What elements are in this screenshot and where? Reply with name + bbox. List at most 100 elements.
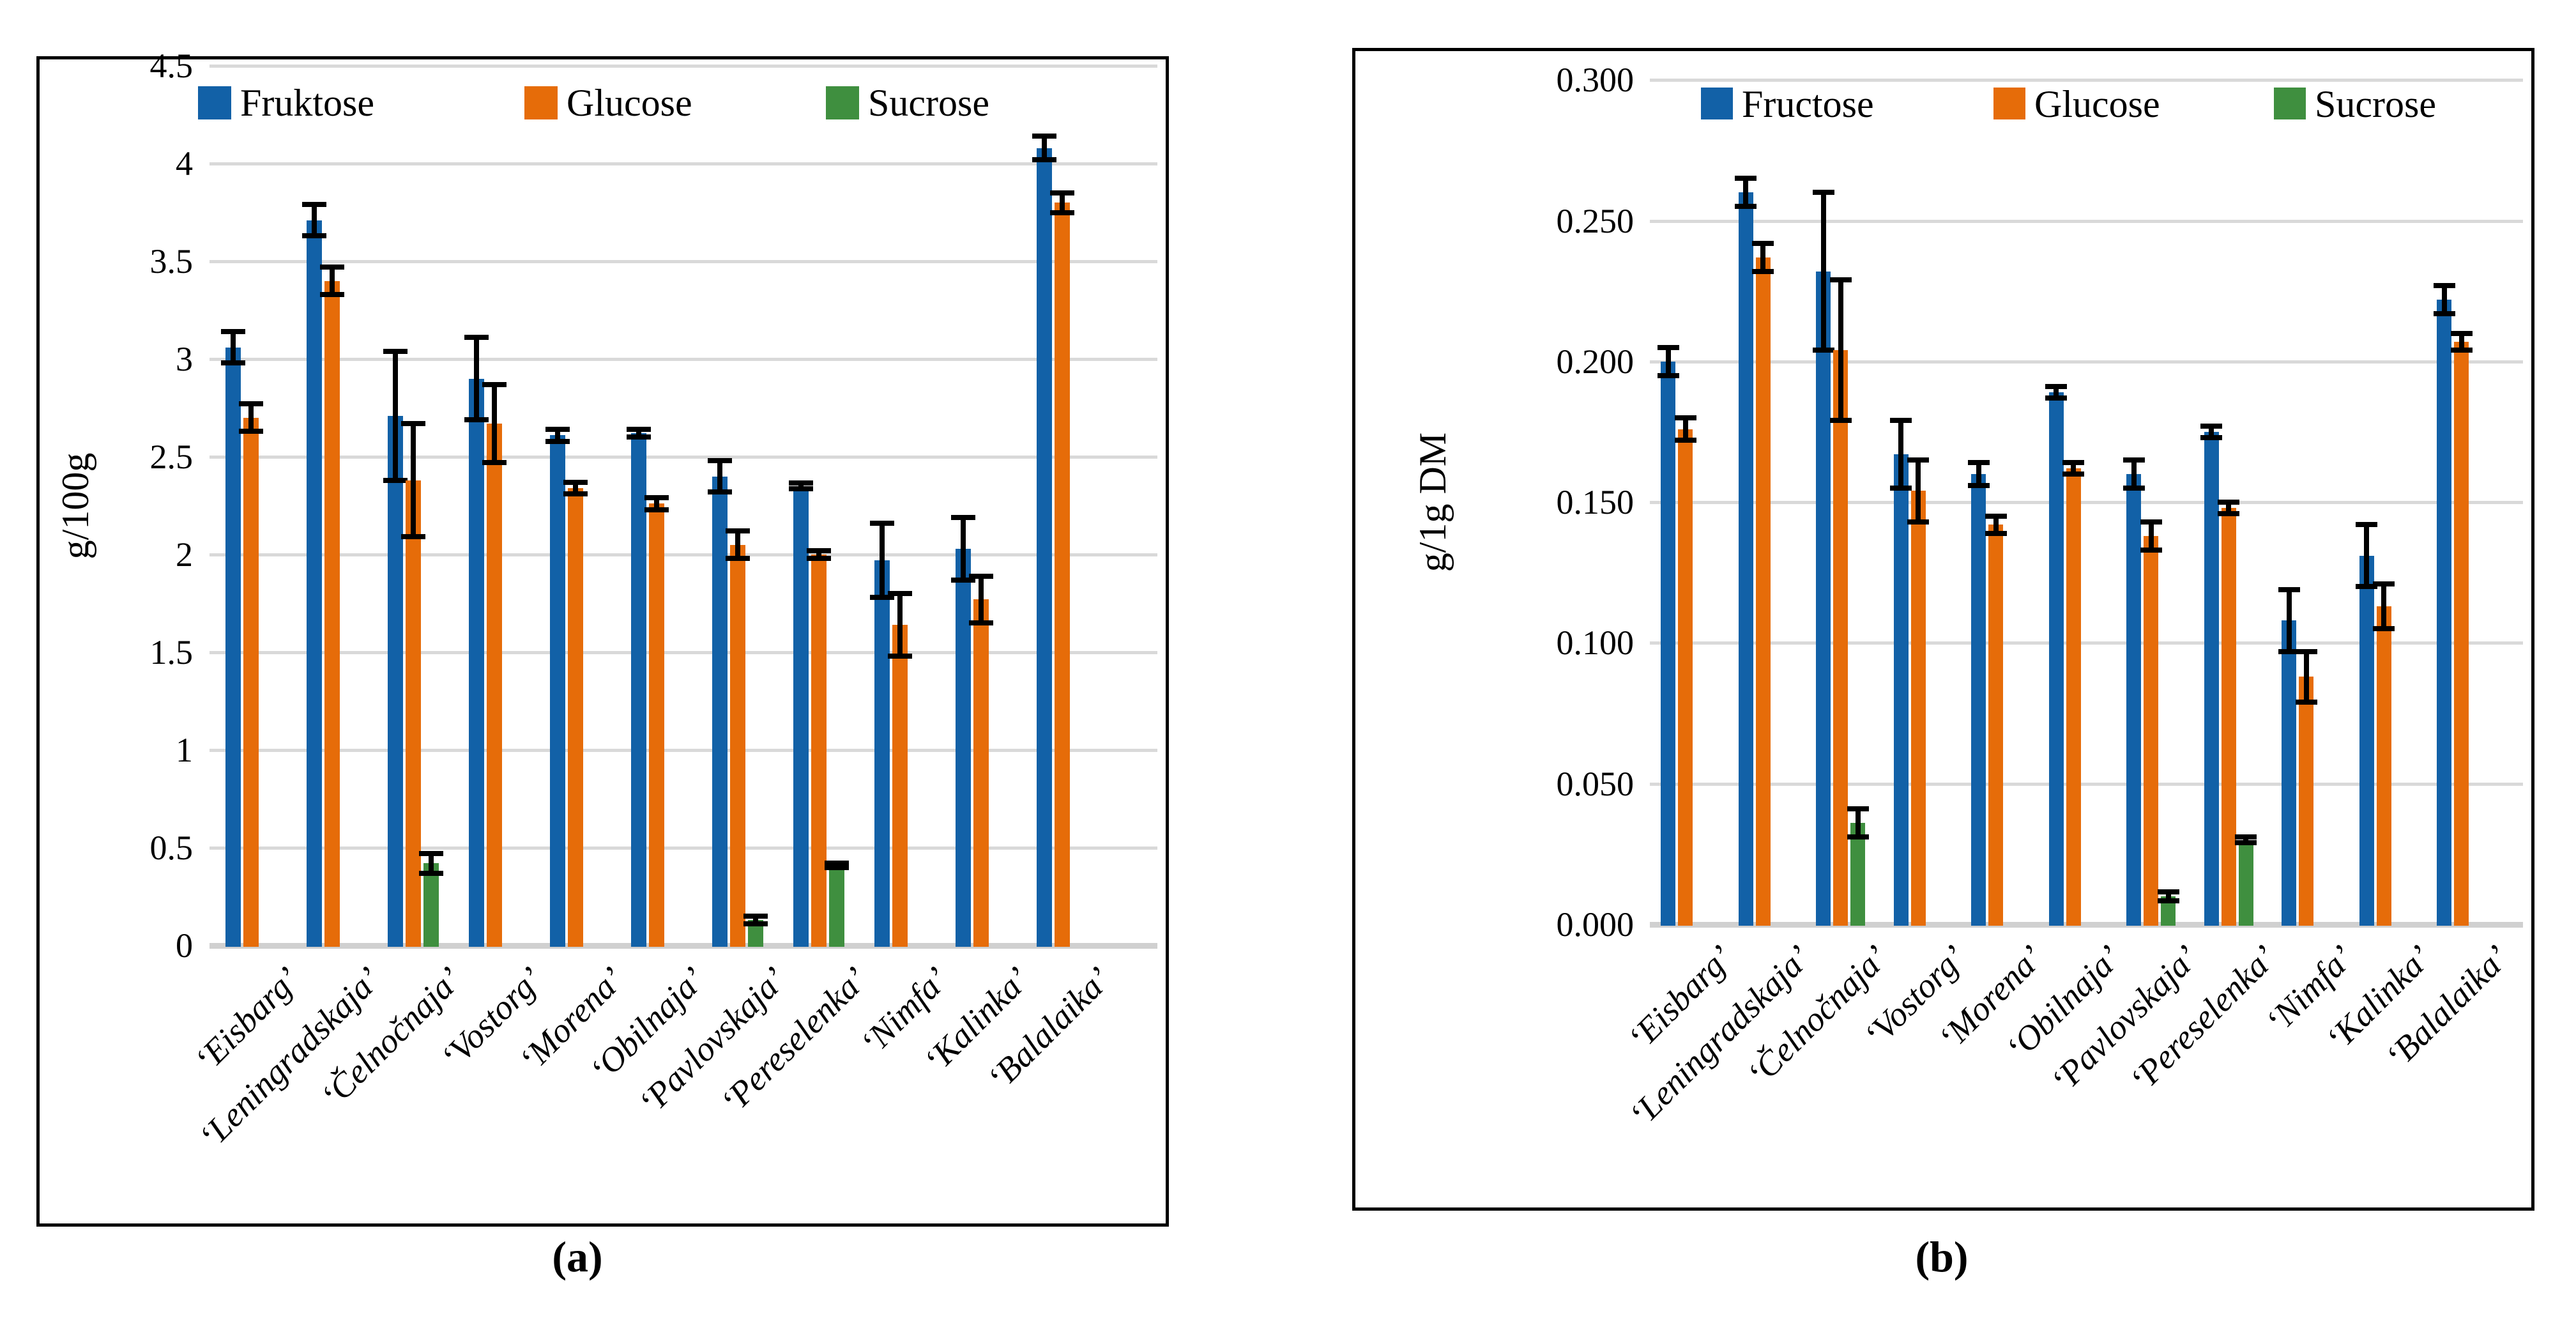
ytick-3: 3 [176,340,193,378]
errorbar-captop-glucose-nimfa [888,591,912,597]
legend-label-glucose: Glucose [567,82,692,124]
errorbar-line-glucose-celnocnaja [411,423,416,537]
errorbar-captop-glucose-pavlovskaja [726,528,750,534]
legend-swatch-sucrose [2274,88,2306,119]
caption-panel-b: (b) [1915,1232,1969,1281]
errorbar-captop-glucose-eisbarg [239,401,263,407]
errorbar-capbottom-glucose-leningradskaja [320,292,344,298]
gridline-1 [210,749,1157,752]
errorbar-capbottom-fruktose-morena [545,438,570,444]
errorbar-captop-glucose-obilnaja [644,495,669,501]
gridline-4 [210,162,1157,165]
errorbar-capbottom-fructose-eisbarg [1657,372,1679,378]
errorbar-capbottom-fruktose-eisbarg [221,360,245,366]
errorbar-captop-fruktose-morena [545,427,570,433]
errorbar-line-sucrose-celnocnaja [1855,809,1861,838]
errorbar-captop-glucose-morena [563,479,588,485]
bar-glucose-celnocnaja [406,480,421,947]
errorbar-captop-sucrose-pavlovskaja [2157,889,2179,895]
errorbar-captop-fructose-balalaika [2433,282,2455,288]
bar-sucrose-celnocnaja [1850,823,1865,926]
bar-fructose-pereselenka [2204,431,2219,926]
bar-sucrose-pavlovskaja [2161,896,2176,926]
errorbar-captop-sucrose-celnocnaja [419,851,443,857]
legend-label-fructose: Fructose [1742,83,1874,125]
errorbar-captop-fructose-obilnaja [2045,384,2067,390]
bar-fruktose-morena [550,435,565,947]
panel-border-b [1352,48,2534,1211]
errorbar-captop-fructose-pavlovskaja [2123,457,2145,463]
gridline-0.200 [1650,360,2523,364]
bar-fructose-celnocnaja [1816,271,1831,926]
errorbar-capbottom-fruktose-pereselenka [789,486,813,492]
errorbar-capbottom-glucose-pereselenka [2218,510,2239,516]
errorbar-line-fructose-celnocnaja [1820,192,1826,351]
ytick-0.150: 0.150 [1556,483,1635,522]
errorbar-capbottom-fructose-nimfa [2278,648,2300,654]
bar-fruktose-obilnaja [631,433,646,947]
errorbar-line-fruktose-balalaika [1042,136,1047,160]
errorbar-capbottom-glucose-celnocnaja [1829,418,1852,424]
errorbar-captop-fruktose-balalaika [1032,134,1056,139]
errorbar-line-fruktose-celnocnaja [393,351,398,480]
bar-glucose-nimfa [892,625,908,947]
bar-fruktose-leningradskaja [307,220,322,947]
errorbar-line-fructose-vostorg [1898,420,1903,489]
legend-swatch-glucose [1993,88,2025,119]
errorbar-captop-fructose-nimfa [2278,586,2300,592]
bar-fructose-eisbarg [1661,361,1675,926]
errorbar-line-glucose-morena [1993,516,1999,533]
bar-fruktose-pavlovskaja [712,476,728,947]
errorbar-capbottom-glucose-balalaika [2450,348,2473,353]
errorbar-line-glucose-leningradskaja [1760,243,1765,272]
bar-fruktose-balalaika [1037,148,1052,947]
errorbar-line-glucose-leningradskaja [330,267,335,295]
legend-label-sucrose: Sucrose [2315,83,2436,125]
errorbar-capbottom-fruktose-kalinka [951,577,975,583]
errorbar-capbottom-fruktose-nimfa [870,595,894,601]
bar-fruktose-eisbarg [225,347,241,947]
errorbar-capbottom-glucose-vostorg [482,460,507,466]
errorbar-line-fruktose-obilnaja [636,429,641,438]
bar-glucose-morena [568,487,583,947]
errorbar-line-sucrose-celnocnaja [429,854,434,873]
errorbar-capbottom-glucose-kalinka [969,620,993,626]
bar-glucose-eisbarg [1678,429,1693,926]
errorbar-capbottom-sucrose-celnocnaja [419,870,443,876]
errorbar-capbottom-glucose-celnocnaja [401,534,425,540]
gridline-3 [210,358,1157,361]
ytick-3.5: 3.5 [149,242,194,280]
legend-label-sucrose: Sucrose [868,82,989,124]
bar-glucose-eisbarg [243,417,259,947]
errorbar-captop-glucose-vostorg [482,381,507,387]
errorbar-captop-glucose-balalaika [1050,190,1074,195]
errorbar-captop-fructose-kalinka [2356,522,2377,528]
y-axis-title-a: g/100g [54,452,96,560]
bar-glucose-pavlovskaja [730,544,745,947]
y-axis-title-b: g/1g DM [1412,432,1454,572]
legend-swatch-sucrose [826,86,859,119]
bar-sucrose-pereselenka [829,865,844,947]
errorbar-captop-fruktose-obilnaja [627,427,651,433]
errorbar-capbottom-glucose-pavlovskaja [726,556,750,562]
errorbar-capbottom-fruktose-obilnaja [627,434,651,440]
gridline-4.5 [210,65,1157,68]
bar-glucose-celnocnaja [1833,350,1848,926]
errorbar-captop-fruktose-celnocnaja [383,348,408,354]
errorbar-capbottom-fruktose-vostorg [464,417,489,422]
errorbar-capbottom-glucose-morena [1985,530,2007,536]
errorbar-capbottom-sucrose-pavlovskaja [2157,898,2179,903]
bar-fructose-balalaika [2437,299,2451,926]
errorbar-line-fruktose-kalinka [961,517,966,580]
errorbar-captop-fruktose-kalinka [951,514,975,520]
ytick-0.050: 0.050 [1556,764,1635,803]
errorbar-capbottom-fructose-celnocnaja [1812,348,1834,353]
errorbar-line-sucrose-pavlovskaja [2165,892,2171,901]
ytick-0.100: 0.100 [1556,624,1635,663]
errorbar-captop-sucrose-pereselenka [825,860,849,866]
bar-glucose-pereselenka [2221,507,2236,926]
gridline-0.050 [1650,782,2523,786]
errorbar-line-fructose-kalinka [2364,525,2369,587]
errorbar-captop-fruktose-pereselenka [789,480,813,486]
ytick-2.5: 2.5 [149,438,194,476]
